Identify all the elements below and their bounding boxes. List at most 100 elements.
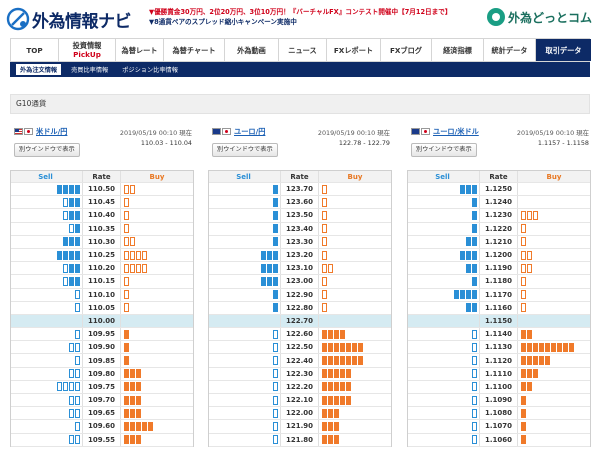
nav-item[interactable]: TOP xyxy=(11,39,59,61)
pair-name-link[interactable]: ユーロ/円 xyxy=(234,127,266,136)
sell-order-block xyxy=(68,395,74,405)
nav-item[interactable]: 為替チャート xyxy=(164,39,225,61)
buy-order-block xyxy=(135,263,141,273)
open-window-button[interactable]: 別ウインドウで表示 xyxy=(212,143,278,157)
ladder-row: 110.00 xyxy=(11,314,193,329)
ladder-row: 110.50 xyxy=(11,183,193,197)
subnav-item[interactable]: ポジション比率情報 xyxy=(122,67,178,74)
buy-cell xyxy=(518,407,590,419)
buy-cell xyxy=(319,249,391,261)
sell-cell xyxy=(209,367,281,380)
sell-order-block xyxy=(465,250,471,260)
sell-order-block xyxy=(471,369,477,379)
sell-order-block xyxy=(471,342,477,352)
buy-order-block xyxy=(321,356,327,366)
ladder-row: 109.65 xyxy=(11,407,193,421)
sell-order-block xyxy=(56,382,62,392)
ladder-row: 1.1170 xyxy=(408,288,590,302)
site-header: 外為情報ナビ ▼優勝賞金30万円、2位20万円、3位10万円！『バーチャルFX』… xyxy=(0,0,600,36)
buy-cell xyxy=(319,275,391,287)
subnav-item[interactable]: 売買比率情報 xyxy=(71,67,109,74)
nav-item[interactable]: 経済指標 xyxy=(432,39,484,61)
subnav-item[interactable]: 外為注文情報 xyxy=(16,64,62,75)
buy-order-block xyxy=(526,250,532,260)
buy-order-block xyxy=(321,382,327,392)
flag-jp-icon xyxy=(24,128,33,135)
promo-spread-link[interactable]: ▼8通貨ペアのスプレッド縮小キャンペーン実施中 xyxy=(149,18,297,26)
nav-item[interactable]: 取引データ xyxy=(536,39,591,61)
buy-order-block xyxy=(339,382,345,392)
ladder-row: 1.1160 xyxy=(408,301,590,315)
rate-cell: 1.1250 xyxy=(480,183,518,196)
nav-item[interactable]: FXレポート xyxy=(327,39,381,61)
sell-order-block xyxy=(74,369,80,379)
sell-order-block xyxy=(62,197,68,207)
brand-logo[interactable]: 外為どっとコム xyxy=(486,8,592,26)
promo-contest-link[interactable]: ▼優勝賞金30万円、2位20万円、3位10万円！『バーチャルFX』コンテスト開催… xyxy=(149,8,452,16)
buy-order-block xyxy=(327,369,333,379)
sell-order-block xyxy=(272,290,278,300)
sell-cell xyxy=(209,314,281,328)
site-logo[interactable]: 外為情報ナビ xyxy=(6,6,132,32)
pair-name-link[interactable]: 米ドル/円 xyxy=(36,127,68,136)
buy-order-block xyxy=(321,421,327,431)
sell-cell xyxy=(209,301,281,314)
rate-cell: 1.1220 xyxy=(480,222,518,235)
buy-header: Buy xyxy=(149,172,165,181)
buy-order-block xyxy=(327,329,333,339)
buy-order-block xyxy=(520,303,526,313)
sell-order-block xyxy=(74,276,80,286)
rate-cell: 1.1060 xyxy=(480,433,518,446)
rate-header: Rate xyxy=(480,171,518,182)
buy-cell xyxy=(319,434,391,446)
nav-item-label: FXブログ xyxy=(389,45,422,55)
sell-order-block xyxy=(74,408,80,418)
buy-cell xyxy=(319,368,391,380)
open-window-button[interactable]: 別ウインドウで表示 xyxy=(411,143,477,157)
buy-order-block xyxy=(141,263,147,273)
ladder-row: 1.1090 xyxy=(408,394,590,408)
buy-order-block xyxy=(321,408,327,418)
sell-order-block xyxy=(272,435,278,445)
rate-header: Rate xyxy=(281,171,319,182)
nav-item[interactable]: 為替レート xyxy=(116,39,164,61)
nav-item[interactable]: 投資情報 PickUp xyxy=(59,39,116,61)
main-nav: TOP 投資情報 PickUp 為替レート 為替チャート 外為動画 ニュース FXレポート FX… xyxy=(10,38,591,62)
buy-order-block xyxy=(520,356,526,366)
sell-order-block xyxy=(68,250,74,260)
buy-order-block xyxy=(550,342,556,352)
buy-order-block xyxy=(135,435,141,445)
nav-item[interactable]: 外為動画 xyxy=(225,39,279,61)
nav-item-sublabel: PickUp xyxy=(73,50,101,59)
sell-order-block xyxy=(459,184,465,194)
globe-logo-icon xyxy=(6,7,30,31)
buy-order-block xyxy=(123,184,129,194)
buy-order-block xyxy=(123,210,129,220)
buy-cell xyxy=(319,341,391,353)
buy-order-block xyxy=(123,224,129,234)
buy-order-block xyxy=(135,421,141,431)
ladder-row: 110.35 xyxy=(11,222,193,236)
nav-item[interactable]: ニュース xyxy=(279,39,327,61)
pair-header: ユーロ/円 2019/05/19 00:10 現在 122.78 - 122.79 別… xyxy=(208,124,392,157)
open-window-button[interactable]: 別ウインドウで表示 xyxy=(14,143,80,157)
pair-header: ユーロ/米ドル 2019/05/19 00:10 現在 1.1157 - 1.115… xyxy=(407,124,591,157)
buy-order-block xyxy=(520,263,526,273)
pair-name-link[interactable]: ユーロ/米ドル xyxy=(433,127,479,136)
buy-order-block xyxy=(129,237,135,247)
buy-order-block xyxy=(123,421,129,431)
nav-item[interactable]: FXブログ xyxy=(381,39,432,61)
sell-cell xyxy=(209,209,281,222)
buy-order-block xyxy=(345,356,351,366)
rate-cell: 110.20 xyxy=(83,262,121,275)
sell-order-block xyxy=(260,263,266,273)
rate-cell: 121.90 xyxy=(281,420,319,433)
sell-order-block xyxy=(74,250,80,260)
buy-order-block xyxy=(333,435,339,445)
sell-cell xyxy=(408,314,480,328)
nav-item[interactable]: 統計データ xyxy=(484,39,536,61)
ladder-row: 122.90 xyxy=(209,288,391,302)
buy-cell xyxy=(121,183,193,195)
rate-cell: 1.1130 xyxy=(480,341,518,354)
buy-cell xyxy=(121,315,193,327)
